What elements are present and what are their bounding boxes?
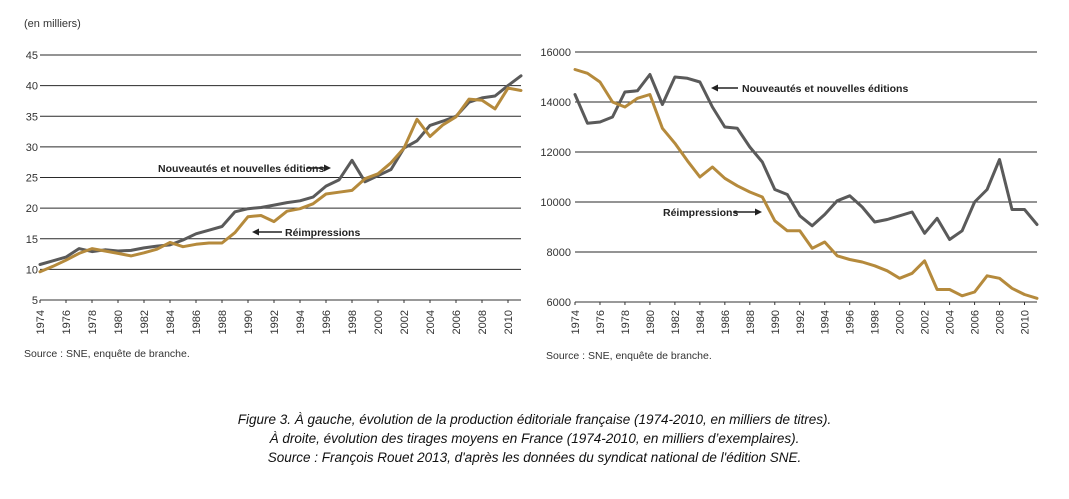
figure-caption: Figure 3. À gauche, évolution de la prod… (0, 410, 1069, 467)
x-tick-label: 1984 (695, 310, 707, 334)
caption-line-3: Source : François Rouet 2013, d'après le… (267, 450, 802, 465)
x-tick-label: 1998 (870, 310, 882, 334)
y-tick-label: 45 (26, 50, 38, 62)
y-tick-label: 15 (26, 234, 38, 246)
x-tick-label: 1992 (269, 310, 281, 334)
x-tick-label: 2004 (425, 310, 437, 334)
x-tick-label: 2008 (995, 310, 1007, 334)
x-tick-label: 2006 (451, 310, 463, 334)
right-series (573, 68, 1039, 300)
x-tick-label: 1974 (570, 310, 582, 334)
x-tick-label: 1986 (191, 310, 203, 334)
left-series (38, 74, 523, 274)
x-tick-label: 1996 (845, 310, 857, 334)
left-chart: (en milliers) 5 10 15 20 25 30 35 40 45 1974 1976… (24, 18, 523, 360)
x-tick-label: 2000 (895, 310, 907, 334)
left-source: Source : SNE, enquête de branche. (24, 348, 190, 360)
x-tick-label: 1986 (720, 310, 732, 334)
left-unit-label: (en milliers) (24, 18, 81, 30)
x-tick-label: 1994 (820, 310, 832, 334)
x-tick-label: 2008 (477, 310, 489, 334)
left-annotation-reprint-label: Réimpressions (285, 227, 360, 239)
x-tick-label: 2006 (970, 310, 982, 334)
y-tick-label: 5 (32, 295, 38, 307)
left-grid (39, 54, 521, 303)
left-x-tick-labels: 1974 1976 1978 1980 1982 1984 1986 1988 1990 1992… (35, 310, 515, 334)
right-annotation-new-arrowhead (711, 84, 718, 92)
y-tick-label: 40 (26, 81, 38, 93)
y-tick-label: 16000 (540, 47, 571, 59)
right-annotation-new-label: Nouveautés et nouvelles éditions (742, 83, 908, 95)
x-tick-label: 1998 (347, 310, 359, 334)
right-source: Source : SNE, enquête de branche. (546, 350, 712, 362)
x-tick-label: 2002 (920, 310, 932, 334)
y-tick-label: 14000 (540, 97, 571, 109)
left-annotation-reprint-arrowhead (252, 228, 259, 236)
left-annotation-reprint: Réimpressions (252, 227, 360, 239)
x-tick-label: 1976 (595, 310, 607, 334)
y-tick-label: 30 (26, 142, 38, 154)
right-annotation-reprint-label: Réimpressions (663, 207, 738, 219)
right-y-tick-labels: 6000 8000 10000 12000 14000 16000 (540, 47, 571, 309)
x-tick-label: 1976 (61, 310, 73, 334)
x-tick-label: 2010 (1020, 310, 1032, 334)
x-tick-label: 2000 (373, 310, 385, 334)
x-tick-label: 1980 (645, 310, 657, 334)
left-annotation-new: Nouveautés et nouvelles éditions (158, 163, 331, 175)
y-tick-label: 6000 (547, 297, 571, 309)
series-line-new-editions (573, 73, 1039, 241)
y-tick-label: 20 (26, 203, 38, 215)
x-tick-label: 1994 (295, 310, 307, 334)
x-tick-label: 2002 (399, 310, 411, 334)
right-annotation-reprint-arrowhead (755, 208, 762, 216)
x-tick-label: 1990 (770, 310, 782, 334)
right-grid (574, 51, 1037, 305)
x-tick-label: 1974 (35, 310, 47, 334)
y-tick-label: 8000 (547, 247, 571, 259)
caption-line-1: Figure 3. À gauche, évolution de la prod… (237, 412, 832, 427)
y-tick-label: 10 (26, 264, 38, 276)
x-tick-label: 1978 (620, 310, 632, 334)
x-tick-label: 2010 (503, 310, 515, 334)
left-annotation-new-arrowhead (324, 164, 331, 172)
x-tick-label: 1988 (217, 310, 229, 334)
right-x-tick-labels: 1974 1976 1978 1980 1982 1984 1986 1988 1990 1992… (570, 310, 1032, 334)
series-line-reprints (573, 68, 1039, 300)
x-tick-label: 1996 (321, 310, 333, 334)
series-line-reprints (38, 86, 523, 274)
y-tick-label: 10000 (540, 197, 571, 209)
x-tick-label: 1982 (139, 310, 151, 334)
y-tick-label: 25 (26, 173, 38, 185)
caption-line-2: À droite, évolution des tirages moyens e… (269, 431, 800, 446)
left-annotation-new-label: Nouveautés et nouvelles éditions (158, 163, 324, 175)
x-tick-label: 1982 (670, 310, 682, 334)
right-annotation-reprint: Réimpressions (663, 207, 762, 219)
y-tick-label: 35 (26, 111, 38, 123)
x-tick-label: 1980 (113, 310, 125, 334)
x-tick-label: 1990 (243, 310, 255, 334)
x-tick-label: 1992 (795, 310, 807, 334)
left-y-tick-labels: 5 10 15 20 25 30 35 40 45 (26, 50, 38, 307)
series-line-new-editions (38, 74, 523, 266)
x-tick-label: 1978 (87, 310, 99, 334)
y-tick-label: 12000 (540, 147, 571, 159)
right-annotation-new: Nouveautés et nouvelles éditions (711, 83, 908, 95)
x-tick-label: 2004 (945, 310, 957, 334)
x-tick-label: 1988 (745, 310, 757, 334)
x-tick-label: 1984 (165, 310, 177, 334)
